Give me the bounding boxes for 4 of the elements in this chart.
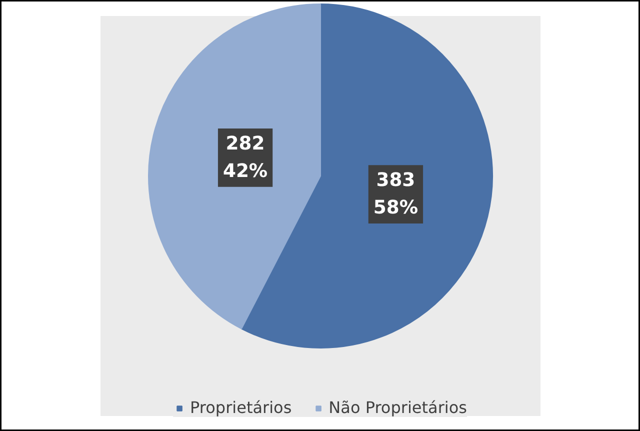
legend-label: Proprietários [190,398,292,417]
legend-label: Não Proprietários [328,398,467,417]
data-label: 383 58% [373,170,418,218]
data-label: 282 42% [222,134,268,182]
